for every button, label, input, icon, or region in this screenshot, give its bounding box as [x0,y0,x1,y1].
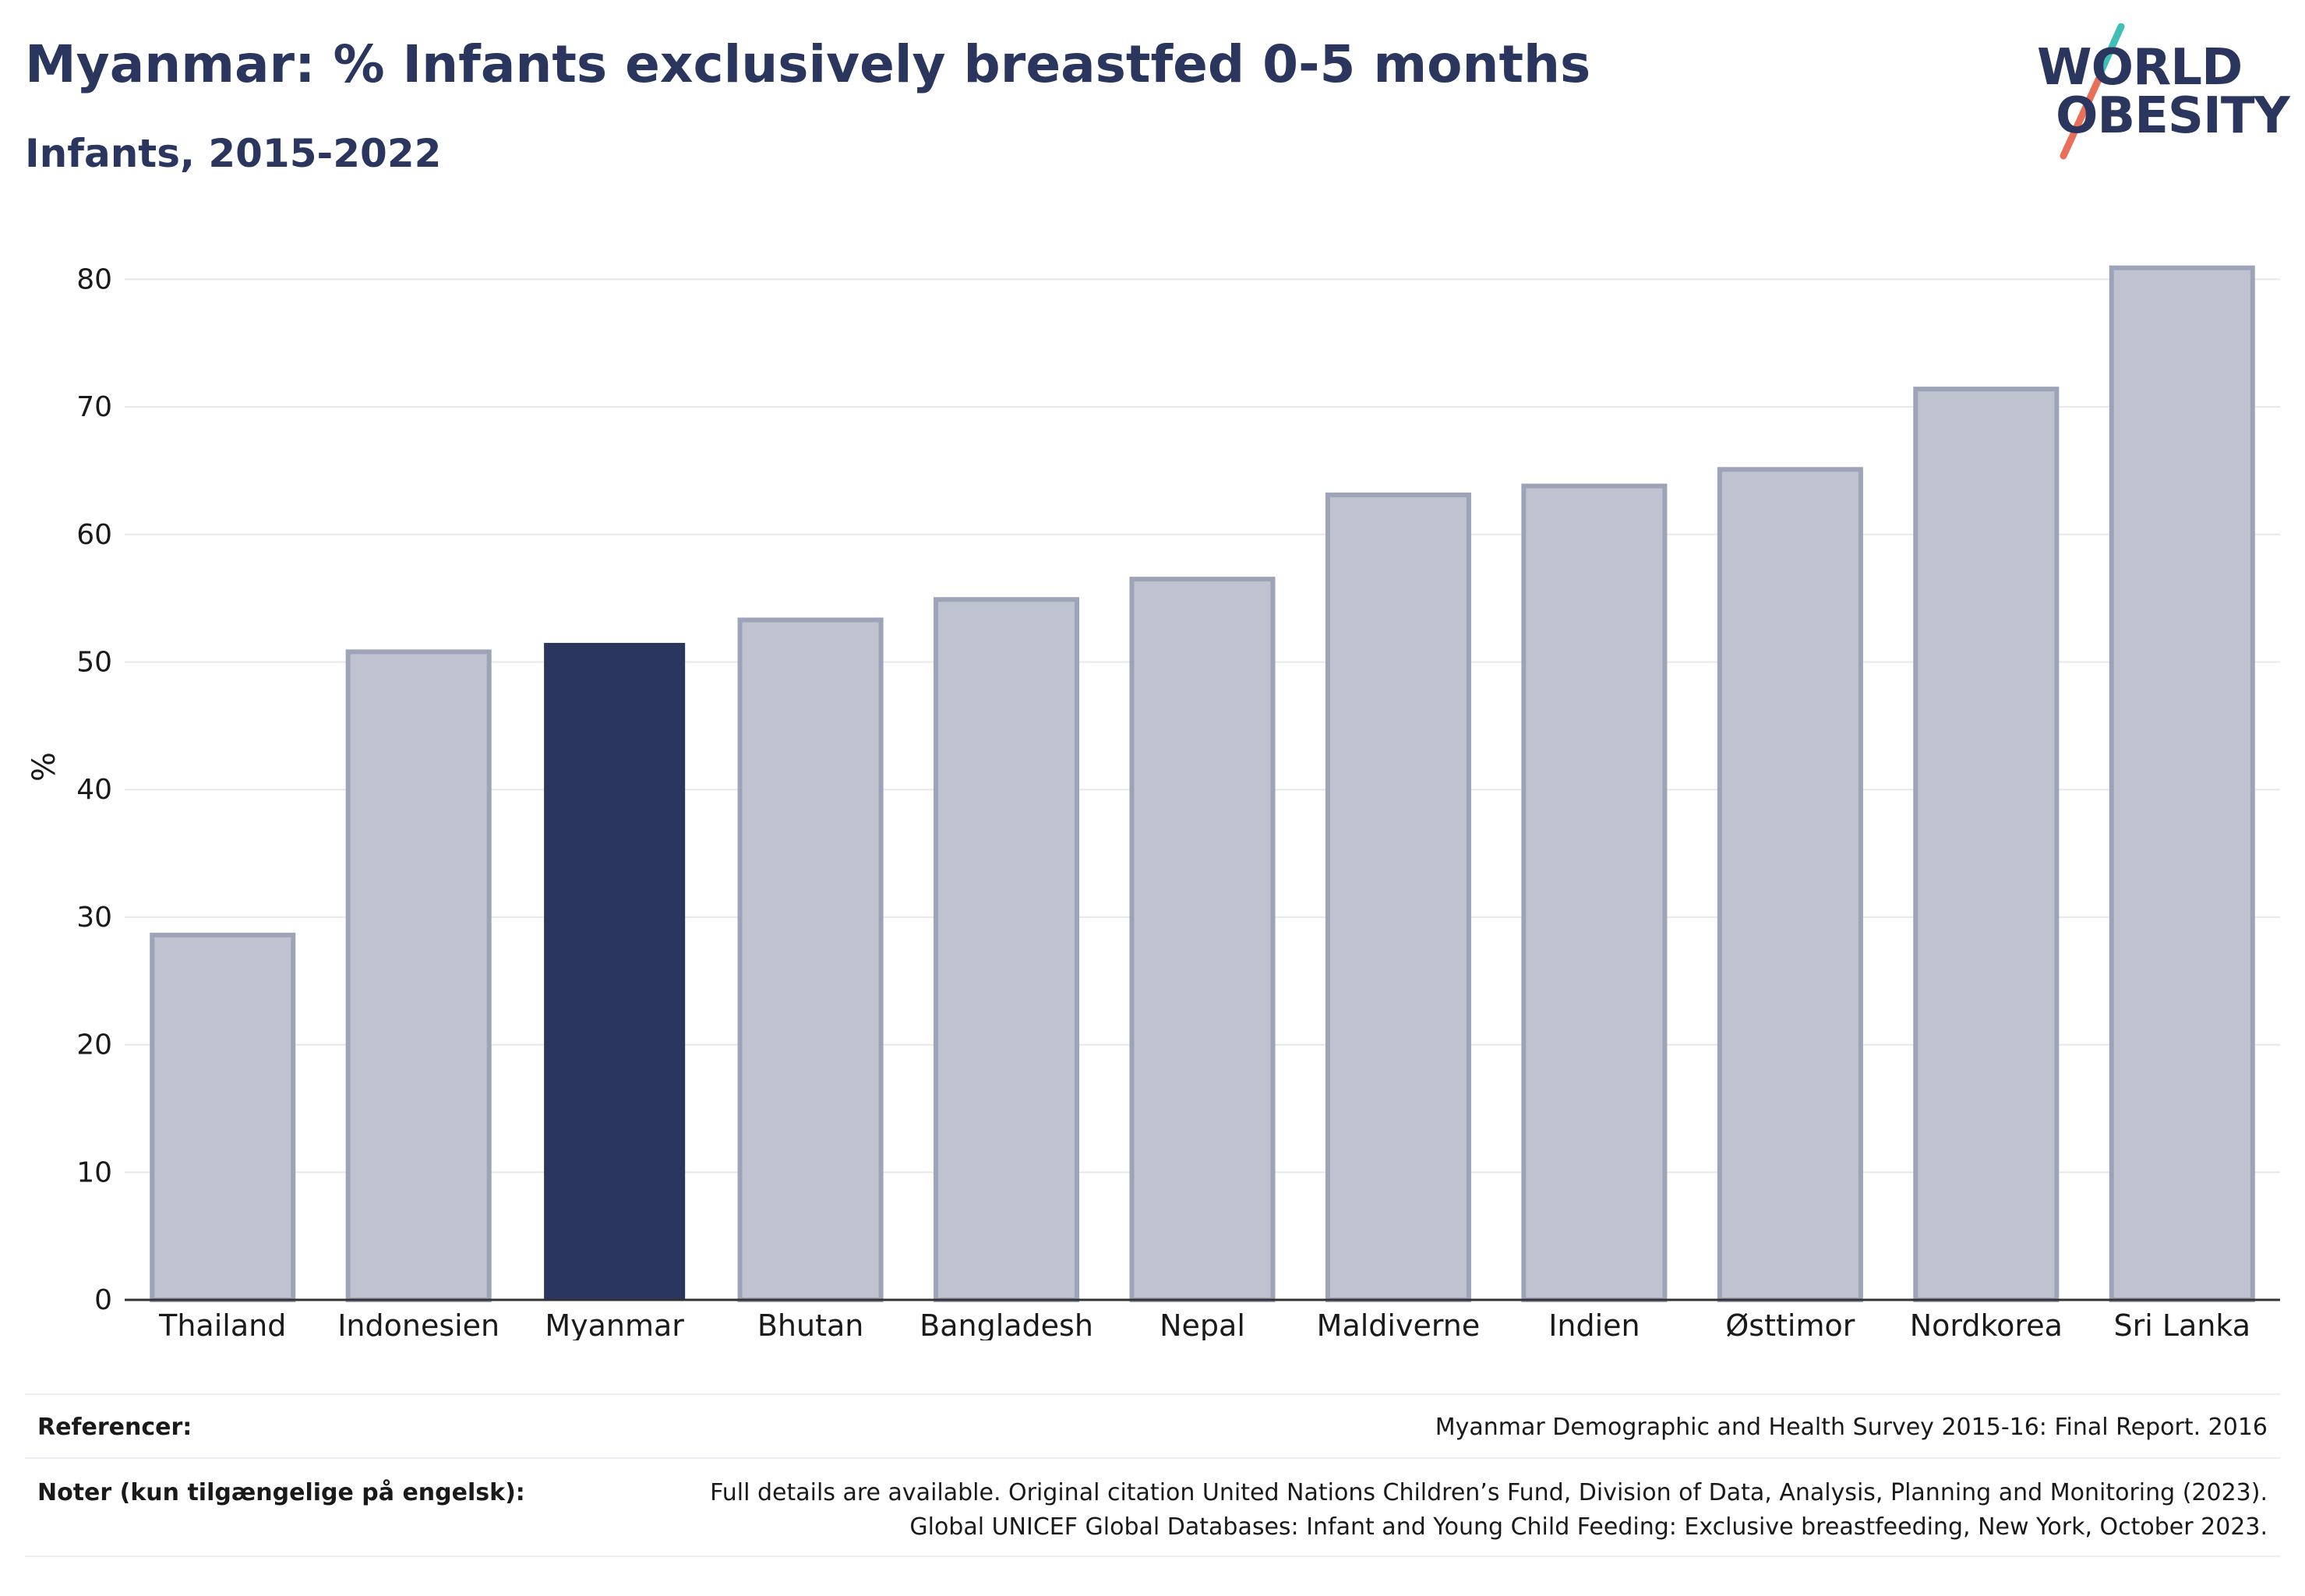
logo-line-2: OBESITY [2056,87,2290,145]
y-tick-label: 20 [76,1029,112,1061]
x-tick-label: Bangladesh [920,1308,1093,1340]
bar-indien [1521,483,1668,1302]
y-tick-label: 40 [76,774,112,806]
y-tick-label: 0 [94,1284,112,1316]
bars [150,265,2255,1302]
y-tick-label: 30 [76,902,112,934]
logo-slash-icon [2060,23,2125,160]
references-text: Myanmar Demographic and Health Survey 20… [1435,1414,2268,1441]
x-tick-label: Østtimor [1725,1308,1855,1340]
logo-line-1: WORLD [2037,39,2243,97]
y-tick-labels: 0 10 20 30 40 50 60 70 80 [76,263,112,1316]
notes-line-1: Full details are available. Original cit… [710,1479,2268,1506]
x-tick-label: Myanmar [545,1308,684,1340]
chart-subtitle: Infants, 2015-2022 [25,131,442,176]
x-tick-labels: Thailand Indonesien Myanmar Bhutan Banglades… [158,1308,2250,1340]
bar-maldiverne [1325,493,1471,1302]
y-tick-label: 50 [76,647,112,679]
bar-bangladesh [934,597,1080,1302]
y-tick-label: 70 [76,391,112,423]
notes-line-2: Global UNICEF Global Databases: Infant a… [909,1513,2268,1541]
bar-chart: 0 10 20 30 40 50 60 70 80 Thailand Indonesien Myan… [26,263,2280,1340]
notes-label: Noter (kun tilgængelige på engelsk): [37,1479,525,1506]
y-axis-label: % [26,752,62,782]
x-tick-label: Nepal [1160,1308,1245,1340]
x-tick-label: Indonesien [337,1308,499,1340]
y-tick-label: 10 [76,1156,112,1188]
chart-title: Myanmar: % Infants exclusively breastfed… [25,34,1591,94]
bar-nordkorea [1913,387,2060,1302]
world-obesity-logo: WORLD OBESITY [2026,23,2290,171]
x-tick-label: Bhutan [757,1308,864,1340]
y-tick-label: 80 [76,263,112,295]
bar-thailand [150,932,296,1302]
bar-indonesien [345,649,492,1302]
bar-myanmar [544,642,686,1300]
x-tick-label: Maldiverne [1317,1308,1481,1340]
footer-divider-middle [25,1457,2280,1459]
x-tick-label: Thailand [158,1308,286,1340]
footer-divider-bottom [25,1555,2280,1557]
bar-bhutan [737,617,884,1302]
bar-østtimor [1717,467,1863,1302]
x-tick-label: Sri Lanka [2113,1308,2250,1340]
references-label: Referencer: [37,1414,192,1441]
footer-divider-top [25,1393,2280,1395]
x-tick-label: Indien [1548,1308,1640,1340]
bar-sri-lanka [2109,265,2255,1302]
x-tick-label: Nordkorea [1910,1308,2063,1340]
y-tick-label: 60 [76,519,112,551]
bar-nepal [1129,577,1276,1302]
